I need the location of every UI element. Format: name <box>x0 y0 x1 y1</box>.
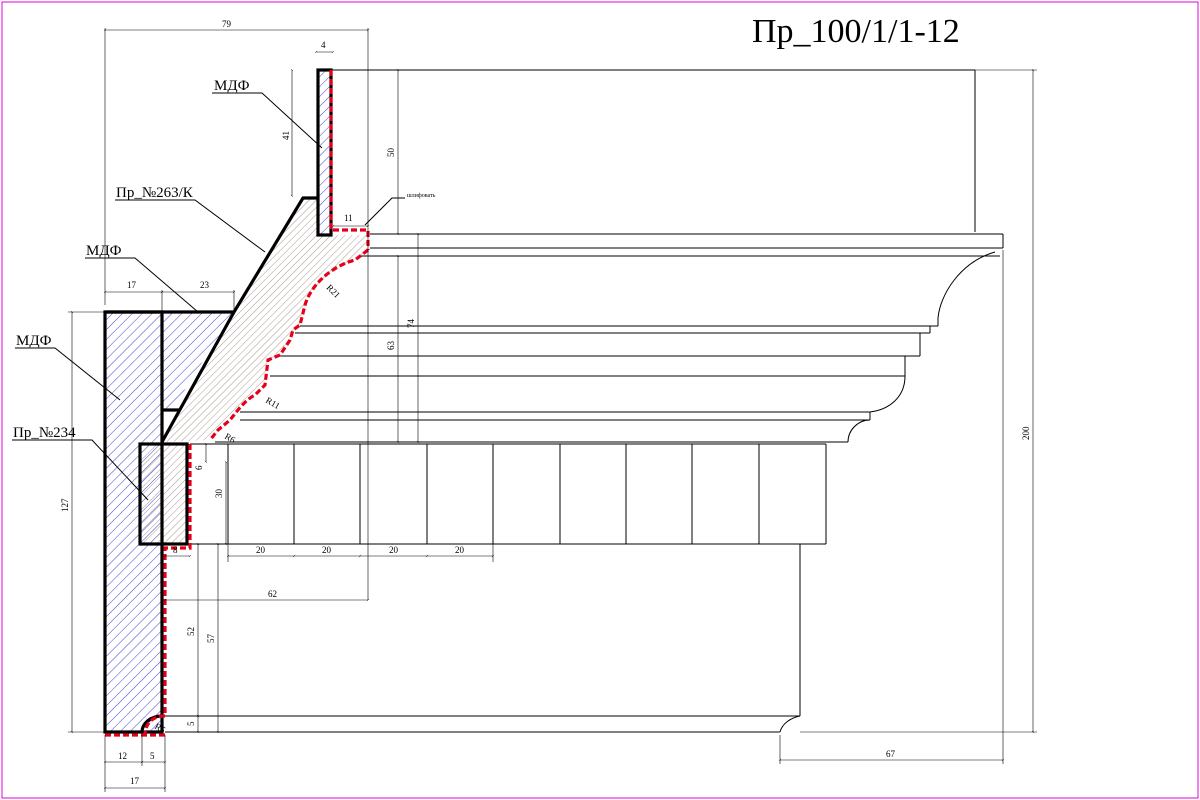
dimension-lines <box>68 28 1037 792</box>
dim-62: 62 <box>268 589 277 599</box>
dim-23: 23 <box>200 280 210 290</box>
dim-4: 4 <box>321 40 326 50</box>
dim-12: 12 <box>118 751 127 761</box>
dim-17-top: 17 <box>127 280 137 290</box>
dim-50: 50 <box>386 148 396 158</box>
dim-6: 6 <box>194 465 204 470</box>
dim-17-bottom: 17 <box>130 776 140 786</box>
dim-79: 79 <box>222 19 232 29</box>
cornice-elevation <box>165 69 1004 733</box>
leader-lines <box>12 92 405 501</box>
dim-8: 8 <box>173 545 178 555</box>
dim-127: 127 <box>60 498 70 512</box>
dim-30: 30 <box>214 489 224 499</box>
dim-5-bottom: 5 <box>150 751 155 761</box>
mdf-block <box>162 312 234 410</box>
dim-63: 63 <box>386 341 396 351</box>
dim-20-c: 20 <box>389 545 399 555</box>
label-mdf-top: МДФ <box>214 78 250 94</box>
dim-74: 74 <box>406 319 416 329</box>
label-mdf-mid: МДФ <box>86 243 122 259</box>
dim-11: 11 <box>344 213 353 223</box>
dim-20-d: 20 <box>455 545 465 555</box>
label-profile-234: Пр_№234 <box>13 425 76 441</box>
mdf-top-board <box>318 70 331 235</box>
dim-67: 67 <box>886 749 896 759</box>
dim-r21: R21 <box>325 282 343 300</box>
dim-20-b: 20 <box>322 545 332 555</box>
dim-r11: R11 <box>264 395 282 411</box>
note-polishing: шлифовать <box>407 192 436 199</box>
dim-20-a: 20 <box>256 545 266 555</box>
drawing-title: Пр_100/1/1-12 <box>752 13 960 50</box>
dim-52: 52 <box>186 627 196 636</box>
dim-5: 5 <box>186 721 196 726</box>
dim-57: 57 <box>206 634 216 644</box>
section-outlines <box>103 68 333 734</box>
label-mdf-left: МДФ <box>16 333 52 349</box>
profile-263-section <box>162 198 368 442</box>
dim-41: 41 <box>281 131 291 140</box>
dim-r6: R6 <box>223 431 238 445</box>
label-profile-263: Пр_№263/К <box>116 185 194 201</box>
dim-200: 200 <box>1021 426 1031 440</box>
dim-r5: R5 <box>153 721 168 735</box>
